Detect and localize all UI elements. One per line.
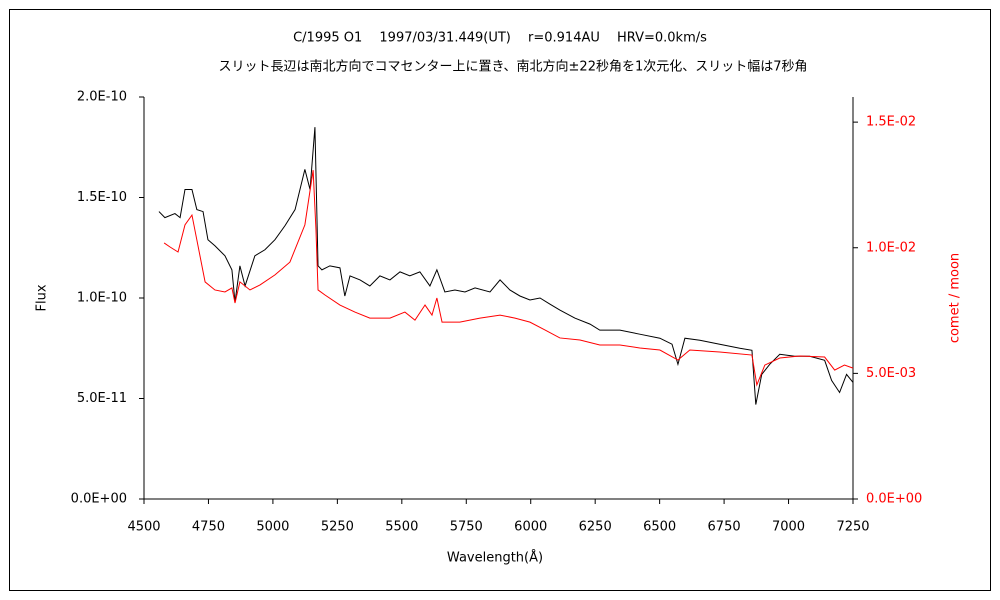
x-tick-label: 5000: [256, 520, 289, 535]
chart-title: C/1995 O1 1997/03/31.449(UT) r=0.914AU H…: [293, 31, 707, 46]
x-tick-label: 4500: [127, 520, 160, 535]
x-tick-label: 7000: [772, 520, 805, 535]
y2-tick-label: 0.0E+00: [866, 492, 922, 507]
x-tick-label: 5250: [321, 520, 354, 535]
y2-tick-label: 1.5E-02: [866, 115, 916, 130]
x-tick-label: 6750: [708, 520, 741, 535]
y-tick-label: 5.0E-11: [77, 391, 127, 406]
y-tick-label: 0.0E+00: [71, 492, 127, 507]
data-line: [163, 170, 854, 387]
y-axis-label: Flux: [35, 284, 50, 311]
chart-subtitle: スリット長辺は南北方向でコマセンター上に置き、南北方向±22秒角を1次元化、スリ…: [218, 59, 807, 75]
y2-tick-label: 1.0E-02: [866, 240, 916, 255]
x-tick-label: 6250: [579, 520, 612, 535]
x-tick-label: 6500: [643, 520, 676, 535]
y-tick-label: 2.0E-10: [77, 90, 127, 105]
data-line: [158, 127, 854, 405]
y2-axis-label: comet / moon: [948, 253, 963, 343]
frame: [9, 9, 991, 591]
x-tick-label: 4750: [192, 520, 225, 535]
y2-tick-label: 5.0E-03: [866, 366, 916, 381]
x-tick-label: 5750: [450, 520, 483, 535]
x-axis-label: Wavelength(Å): [447, 550, 543, 566]
y-tick-label: 1.0E-10: [77, 291, 127, 306]
x-tick-label: 5500: [385, 520, 418, 535]
x-tick-label: 7250: [836, 520, 869, 535]
y-tick-label: 1.5E-10: [77, 190, 127, 205]
x-tick-label: 6000: [514, 520, 547, 535]
